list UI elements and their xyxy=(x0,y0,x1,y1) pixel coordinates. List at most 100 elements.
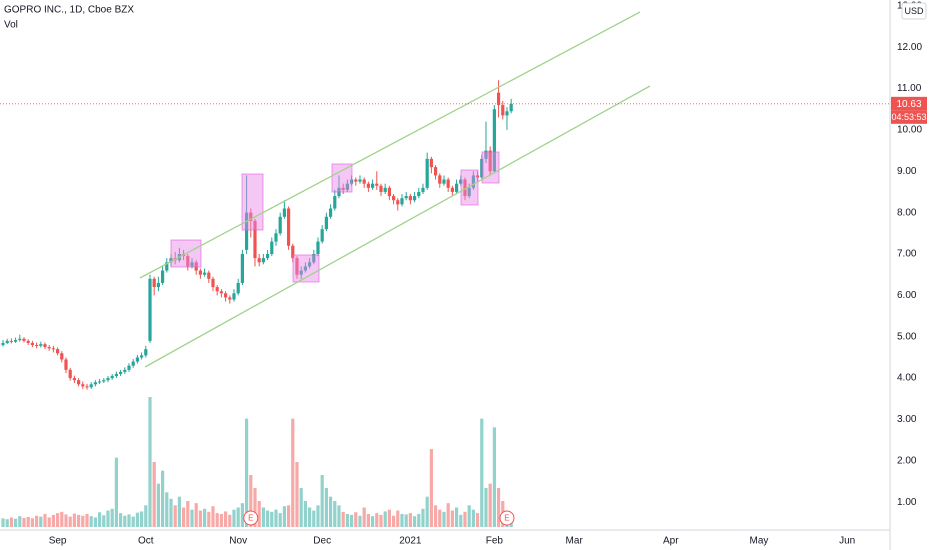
volume-bar xyxy=(160,470,165,527)
candle-body xyxy=(471,175,475,188)
currency[interactable]: USD xyxy=(904,6,924,16)
candle-body xyxy=(202,272,207,275)
volume-bar xyxy=(64,514,68,527)
candle-body xyxy=(236,282,240,294)
x-tick-label: Sep xyxy=(49,536,67,547)
volume-bar xyxy=(135,512,139,527)
volume-bar xyxy=(450,510,454,527)
candle-body xyxy=(51,348,55,350)
candle-body xyxy=(139,355,144,358)
trend-line xyxy=(139,11,641,279)
volume-bar xyxy=(467,505,471,527)
candle-body xyxy=(253,220,257,259)
volume-bar xyxy=(362,507,366,527)
candle-body xyxy=(85,386,89,388)
y-tick-label: 10.00 xyxy=(897,125,922,136)
candle-body xyxy=(286,208,291,246)
y-tick-label: 11.00 xyxy=(897,83,922,94)
volume-bar xyxy=(366,514,370,527)
volume-bar xyxy=(433,505,438,527)
candle-body xyxy=(22,338,26,341)
volume-bar xyxy=(152,462,156,527)
candle-body xyxy=(299,270,303,275)
candle-body xyxy=(282,208,286,217)
earnings-label: E xyxy=(504,514,509,523)
volume-bar xyxy=(207,511,211,527)
candle-body xyxy=(366,183,370,188)
highlight-box xyxy=(481,151,500,184)
candle-body xyxy=(232,293,236,300)
volume-bar xyxy=(181,507,186,527)
volume-bar xyxy=(442,511,446,527)
volume-bar xyxy=(295,462,299,527)
volume-bar xyxy=(274,509,278,527)
volume-bar xyxy=(190,509,194,527)
candle-body xyxy=(345,183,349,190)
candle-body xyxy=(425,158,429,188)
candle-body xyxy=(18,338,22,341)
volume-bar xyxy=(488,483,492,527)
candle-body xyxy=(30,342,34,346)
volume-bar xyxy=(438,509,442,527)
volume-bar xyxy=(446,503,450,527)
candle-body xyxy=(244,212,249,250)
candle-body xyxy=(228,297,232,300)
earnings-marker[interactable] xyxy=(499,510,515,526)
volume-bar xyxy=(72,513,76,527)
y-tick-label: 6.00 xyxy=(897,290,917,301)
currency-box[interactable] xyxy=(901,2,927,20)
y-tick-label: 1.00 xyxy=(897,497,917,508)
candle-body xyxy=(316,241,320,255)
volume-bar xyxy=(341,511,345,527)
y-tick-label: 7.00 xyxy=(897,249,917,260)
volume-bar xyxy=(429,449,433,527)
candle-body xyxy=(509,103,513,112)
earnings-marker[interactable] xyxy=(243,510,259,526)
candle-body xyxy=(127,365,131,370)
volume-bar xyxy=(417,514,421,527)
y-tick-label: 5.00 xyxy=(897,331,917,342)
volume-bar xyxy=(60,511,64,527)
volume-bar xyxy=(47,517,51,527)
volume-bar xyxy=(404,514,408,527)
candle-body xyxy=(118,371,123,374)
highlight-box xyxy=(460,169,479,206)
candle-body xyxy=(223,293,228,298)
last-price-box xyxy=(891,96,927,111)
highlight-box xyxy=(331,163,353,193)
volume-bar xyxy=(127,514,131,527)
volume-bar xyxy=(131,516,135,527)
volume-bar xyxy=(303,501,307,527)
candle-body xyxy=(160,270,165,283)
y-tick-label: 12.00 xyxy=(897,42,922,53)
candle-body xyxy=(198,270,202,275)
marks xyxy=(1,80,513,527)
volume-bar xyxy=(307,507,312,527)
candle-body xyxy=(442,179,446,184)
volume-bar xyxy=(391,515,396,527)
candle-body xyxy=(207,272,211,279)
candle-body xyxy=(249,212,253,221)
y-tick-label: 4.00 xyxy=(897,373,917,384)
volume-bar xyxy=(299,488,303,527)
candle-body xyxy=(433,167,438,176)
volume-bar xyxy=(55,513,60,527)
volume-bar xyxy=(333,501,337,527)
candle-body xyxy=(484,150,488,159)
volume-bar xyxy=(291,418,295,527)
volume-bar xyxy=(408,513,412,527)
volume-bar xyxy=(13,518,18,527)
candle-body xyxy=(383,187,387,192)
candle-body xyxy=(60,353,64,360)
volume-bar xyxy=(102,515,106,527)
candle-body xyxy=(505,111,509,116)
volume-bar xyxy=(93,517,97,527)
candle-body xyxy=(278,216,282,234)
candle-body xyxy=(467,187,471,197)
candle-body xyxy=(215,287,219,292)
volume-bar xyxy=(18,516,22,527)
candle-body xyxy=(328,208,333,217)
candle-body xyxy=(265,254,270,259)
